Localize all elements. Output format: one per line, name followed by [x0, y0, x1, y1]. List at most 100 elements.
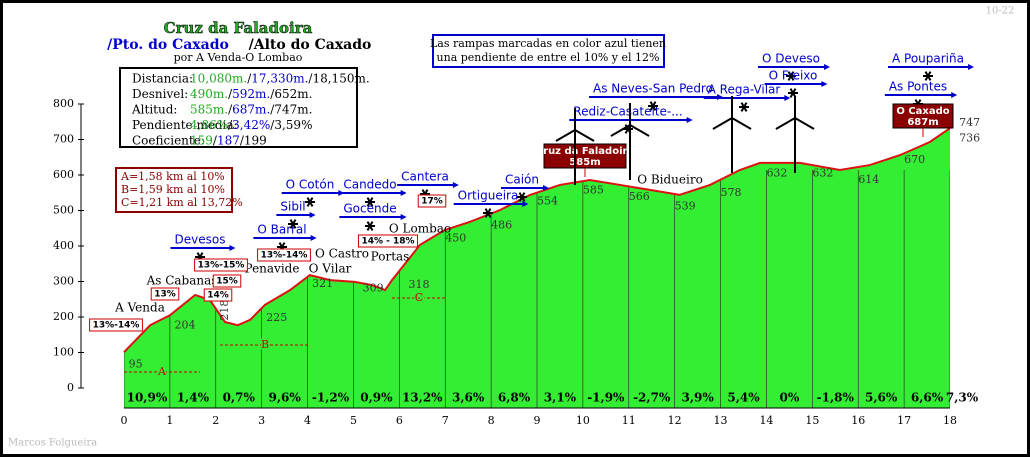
place-link: Devesos [175, 233, 226, 247]
y-tick-label: 400 [53, 239, 74, 252]
asterisk [789, 88, 797, 98]
place-label: O Castro [315, 247, 369, 261]
summit-name: Cruz da Faladoira [536, 146, 634, 157]
gradient-label: 6,8% [498, 391, 531, 405]
info-separator: / [228, 87, 233, 101]
gradient-tag: 13%-15% [198, 261, 245, 271]
x-tick-label: 6 [396, 414, 403, 427]
arrow [951, 92, 958, 98]
elevation-label: 539 [675, 200, 696, 213]
elevation-label: 585 [583, 183, 604, 196]
turbine-blade [629, 124, 650, 137]
place-link: A Rega-Vilar [708, 83, 781, 97]
gradient-label: 5,6% [865, 391, 898, 405]
elevation-label: 554 [537, 194, 558, 207]
asterisk [649, 101, 657, 111]
route: por A Venda-O Lombao [174, 51, 303, 64]
gradient-tag: 13%-14% [93, 321, 140, 331]
place-link: A Poupariña [892, 52, 964, 66]
place-link: Rediz-Casateite-... [573, 105, 682, 119]
gradient-tag: 17% [421, 197, 443, 207]
gradient-label: 10,9% [127, 391, 168, 405]
y-tick-label: 700 [53, 133, 74, 146]
info-label: Coeficiente: [132, 134, 205, 148]
arrow [686, 117, 693, 123]
elevation-label: 736 [959, 132, 980, 145]
note: una pendiente de entre el 10% y el 12% [437, 51, 660, 64]
place-link: As Neves-San Pedro [593, 82, 713, 96]
gradient-tag-box [357, 234, 419, 248]
y-tick-label: 500 [53, 204, 74, 217]
gradient-label: 9,6% [268, 391, 301, 405]
info-value: 747m. [274, 103, 312, 117]
ramp-letter: B [261, 338, 269, 351]
asterisk [787, 71, 795, 81]
x-tick-label: 7 [442, 414, 449, 427]
info-value: 585m. [190, 103, 228, 117]
place-link: Sibil [280, 200, 305, 214]
place-label: As Cabanas [146, 274, 218, 288]
gradient-tag-box [89, 318, 143, 332]
info-value: 3,42% [232, 118, 270, 132]
info-separator: / [240, 134, 245, 148]
info-value: 4,86% [190, 118, 228, 132]
place-label: O Bidueiro [637, 173, 703, 187]
gradient-label: 7,3% [946, 391, 979, 405]
info-label: Desnivel: [132, 87, 188, 101]
y-tick-label: 100 [53, 346, 74, 359]
elevation-label: 566 [629, 190, 650, 203]
info-separator: / [228, 103, 233, 117]
asterisk [366, 197, 374, 207]
gradient-label: 6,6% [911, 391, 944, 405]
x-tick-label: 17 [897, 414, 911, 427]
elevation-label: 578 [721, 186, 742, 199]
gradient-label: 0,7% [223, 391, 256, 405]
arrow [229, 245, 236, 251]
place-label: Penavide [245, 262, 300, 276]
gradient-tag: 13% [154, 290, 176, 300]
place-link: O Freixo [769, 69, 818, 83]
place-link: Ortigueira [458, 189, 519, 203]
x-tick-label: 14 [759, 414, 773, 427]
arrow [543, 185, 550, 191]
info-value: 687m. [232, 103, 270, 117]
x-tick-label: 13 [714, 414, 728, 427]
elevation-label: 486 [491, 218, 512, 231]
place-label: O Lombao [389, 222, 451, 236]
info-separator: / [270, 87, 275, 101]
gradient-label: -1,8% [817, 391, 855, 405]
elevation-label: 309 [363, 281, 384, 294]
summit-name: O Caxado [896, 106, 949, 117]
turbine-blade [610, 124, 631, 137]
gradient-tag-box [417, 194, 447, 208]
gradient-tag-box [257, 248, 311, 262]
gradient-tag-box [212, 274, 242, 288]
arrow [400, 214, 407, 220]
asterisk [306, 197, 314, 207]
info-value: 592m. [232, 87, 270, 101]
elevation-label: 747 [959, 116, 980, 129]
gradient-label: 0% [780, 391, 800, 405]
gradient-label: -2,7% [633, 391, 671, 405]
gradient-tag: 13%-14% [261, 251, 308, 261]
elevation-label: 450 [445, 231, 466, 244]
elevation-label: 218 [218, 300, 231, 321]
elevation-label: 95 [129, 357, 143, 370]
info-separator: / [308, 72, 313, 86]
arrow [823, 64, 830, 70]
gradient-label: 3,9% [681, 391, 714, 405]
info-value: 3,59% [274, 118, 312, 132]
x-tick-label: 4 [304, 414, 311, 427]
turbine-blade [731, 117, 752, 130]
info-separator: / [270, 118, 275, 132]
title: Cruz da Faladoira [164, 19, 313, 37]
x-tick-label: 0 [121, 414, 128, 427]
gradient-tag: 14% [207, 291, 229, 301]
y-tick-label: 200 [53, 310, 74, 323]
gradient-tag: 14% - 18% [361, 237, 414, 247]
place-link: Cantera [401, 170, 449, 184]
place-link: O Deveso [762, 52, 820, 66]
profile-line [123, 127, 951, 353]
arrow [309, 212, 316, 218]
